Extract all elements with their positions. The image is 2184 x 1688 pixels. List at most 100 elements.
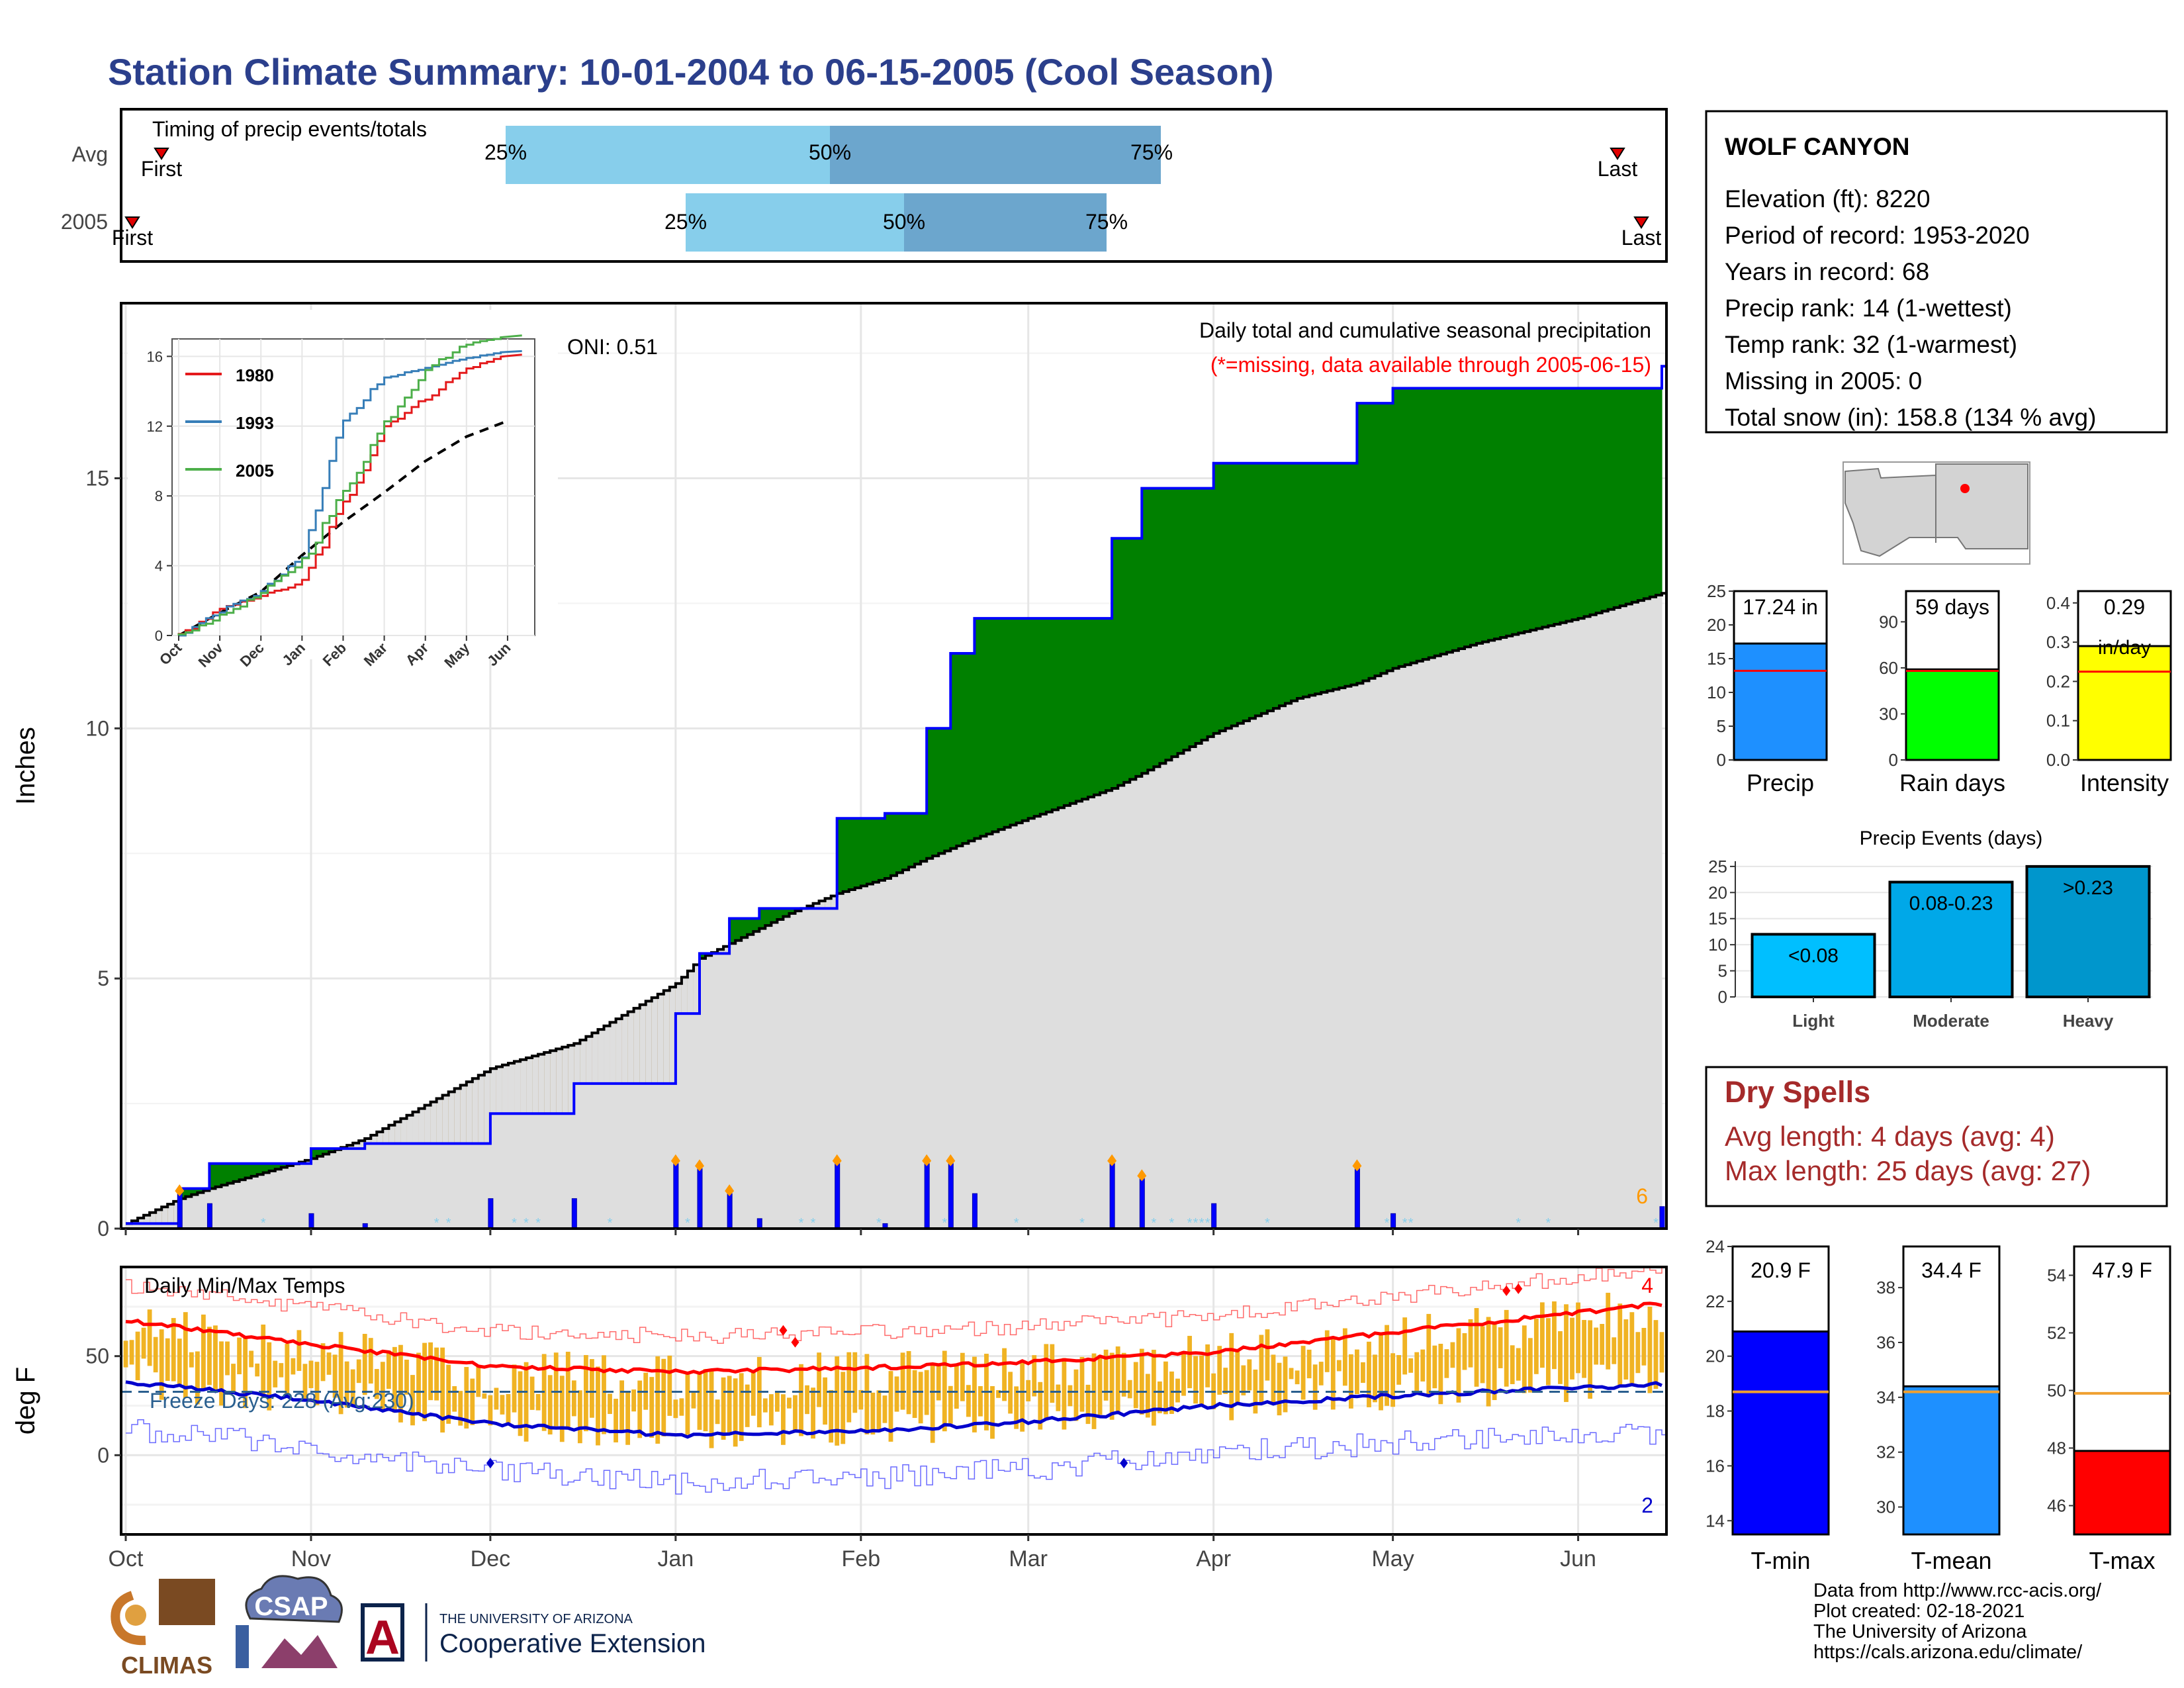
- precip-departure-band: [1177, 488, 1185, 754]
- daily-temp-bar: [996, 1389, 1001, 1398]
- precip-normal-fill: [878, 880, 886, 1229]
- daily-temp-bar: [960, 1352, 965, 1401]
- daily-temp-bar: [1492, 1322, 1497, 1401]
- precip-departure-band: [1124, 538, 1130, 782]
- daily-temp-bar: [1414, 1352, 1420, 1394]
- inset-y-tick-label: 8: [155, 488, 163, 504]
- daily-temp-bar: [1115, 1346, 1120, 1413]
- precip-observed-line: [126, 365, 1666, 1225]
- precip-normal-fill: [866, 884, 874, 1229]
- temp-summary-value-label: 47.9 F: [2092, 1258, 2152, 1282]
- precip-departure-band: [938, 728, 945, 854]
- precip-departure-band: [944, 728, 951, 851]
- precip-normal-fill: [884, 878, 891, 1229]
- temp-summary-value-label: 20.9 F: [1751, 1258, 1811, 1282]
- precip-events-bar-label: <0.08: [1788, 945, 1839, 966]
- precip-normal-fill: [287, 1165, 294, 1229]
- freeze-days-label: Freeze Days: 228 (Avg:230): [150, 1389, 414, 1413]
- missing-day-marker: *: [261, 1216, 266, 1231]
- precip-departure-band: [783, 908, 790, 917]
- timing-avg-first-label: First: [141, 157, 182, 181]
- summary-bar-value-label: 0.29: [2104, 595, 2145, 619]
- daily-temp-bar: [386, 1350, 391, 1389]
- precip-normal-fill: [813, 903, 820, 1229]
- temp-summary-tick-label: 50: [2047, 1381, 2066, 1401]
- precip-normal-fill: [1422, 659, 1430, 1229]
- precip-normal-fill: [167, 1204, 174, 1229]
- summary-bar-tick-label: 0: [1889, 750, 1898, 770]
- precip-departure-band: [1028, 618, 1035, 819]
- precip-normal-fill: [1261, 713, 1268, 1229]
- precip-departure-band: [884, 813, 891, 879]
- precip-normal-fill: [1471, 645, 1477, 1229]
- precip-departure-band: [1189, 488, 1197, 747]
- precip-normal-fill: [203, 1190, 210, 1229]
- daily-temp-bar: [1462, 1333, 1467, 1370]
- daily-temp-bar: [1079, 1356, 1085, 1412]
- precip-normal-fill: [598, 1029, 605, 1229]
- station-name: WOLF CANYON: [1725, 133, 1910, 160]
- daily-precip-bar: [972, 1193, 978, 1229]
- precip-normal-fill: [538, 1054, 545, 1229]
- daily-precip-bar: [177, 1193, 183, 1229]
- daily-temp-bar: [1486, 1317, 1491, 1407]
- precip-departure-band: [179, 1188, 186, 1199]
- precip-normal-fill: [1231, 726, 1238, 1229]
- precip-normal-fill: [1631, 602, 1639, 1229]
- daily-precip-bar: [697, 1168, 703, 1229]
- temp-record-low-marker: [1120, 1458, 1128, 1469]
- precip-normal-fill: [687, 970, 694, 1229]
- daily-temp-bar: [990, 1385, 995, 1439]
- precip-normal-fill: [221, 1185, 228, 1229]
- missing-day-marker: *: [1546, 1216, 1551, 1231]
- precip-y-tick-label: 0: [97, 1217, 109, 1241]
- daily-temp-bar: [1432, 1345, 1437, 1389]
- temp-summary-tick-label: 22: [1706, 1291, 1725, 1311]
- daily-temp-bar: [1312, 1364, 1318, 1410]
- precip-normal-fill: [633, 1008, 641, 1229]
- daily-temp-bar: [709, 1369, 714, 1448]
- precip-normal-fill: [580, 1040, 586, 1229]
- daily-temp-bar: [691, 1391, 696, 1409]
- precip-normal-fill: [1303, 696, 1310, 1229]
- missing-day-marker: *: [1014, 1216, 1019, 1231]
- precip-departure-band: [1500, 388, 1507, 637]
- precip-normal-fill: [150, 1212, 156, 1229]
- precip-departure-band: [1004, 618, 1011, 827]
- daily-temp-bar: [314, 1362, 320, 1405]
- precip-normal-fill: [394, 1121, 402, 1229]
- daily-temp-bar: [153, 1336, 158, 1373]
- temp-record-high-marker: [779, 1325, 788, 1336]
- precip-normal-fill: [329, 1152, 336, 1229]
- daily-temp-bar: [619, 1380, 624, 1433]
- climas-logo-sun: [125, 1605, 146, 1626]
- missing-day-marker: *: [523, 1216, 529, 1231]
- precip-normal-fill: [316, 1156, 324, 1229]
- daily-temp-bar: [1342, 1328, 1347, 1386]
- daily-temp-bar: [906, 1351, 911, 1415]
- daily-temp-bar: [1444, 1349, 1449, 1378]
- precip-normal-fill: [126, 1223, 132, 1229]
- precip-departure-band: [992, 618, 999, 832]
- temp-summary-tick-label: 20: [1706, 1346, 1725, 1366]
- precip-normal-fill: [1625, 604, 1633, 1229]
- daily-precip-bar: [1659, 1206, 1665, 1229]
- timing-avg-p50: 50%: [809, 140, 851, 164]
- daily-temp-bar: [1085, 1384, 1091, 1425]
- precip-normal-fill: [610, 1022, 617, 1229]
- summary-bars: 0 5 10 15 20 25 17.24 in Precip 0 30 60 90 59 days Ra…: [1707, 581, 2172, 796]
- precip-departure-band: [1267, 463, 1274, 711]
- precip-normal-fill: [1219, 731, 1226, 1229]
- precip-departure-band: [1649, 388, 1657, 597]
- timing-avg-p25: 25%: [484, 140, 527, 164]
- precip-normal-fill: [323, 1154, 330, 1229]
- precip-normal-fill: [1655, 594, 1662, 1229]
- daily-precip-record-marker: [832, 1154, 842, 1166]
- daily-temp-bar: [721, 1377, 726, 1440]
- missing-day-marker: *: [512, 1216, 517, 1231]
- daily-temp-bar: [1438, 1343, 1443, 1405]
- precip-departure-band: [1154, 488, 1160, 767]
- precip-normal-fill: [1237, 723, 1244, 1229]
- daily-temp-bar: [285, 1344, 290, 1395]
